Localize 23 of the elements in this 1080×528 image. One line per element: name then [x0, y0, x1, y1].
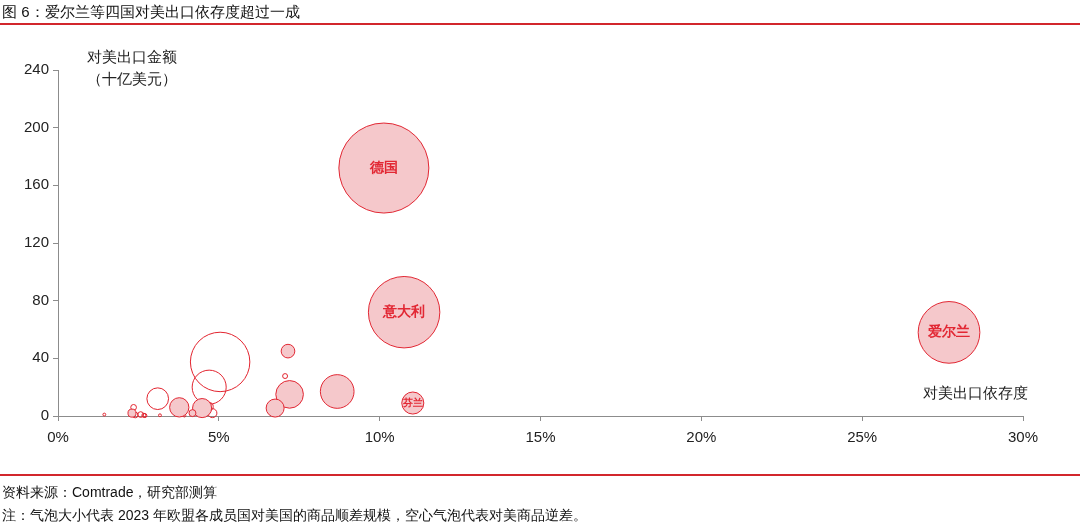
- y-tick-label: 160: [23, 175, 49, 193]
- y-tick-label: 200: [23, 117, 49, 135]
- text: 注：气泡大小代表 2023 年欧盟各成员国对美国的商品顺差规模，空心气泡代表对美商品逆差。: [2, 507, 587, 523]
- text: 资料来源：Comtrade，研究部测算: [2, 484, 218, 500]
- annotation: 德国: [368, 158, 398, 175]
- y-tick-label: 40: [32, 348, 49, 366]
- x-tick-label: 30%: [1007, 428, 1039, 446]
- y-tick-label: 80: [32, 290, 49, 308]
- x-tick-label: 15%: [525, 428, 556, 446]
- y-tick-label: 120: [23, 233, 49, 251]
- y-tick-label: 0: [40, 406, 49, 424]
- x-tick-label: 5%: [207, 428, 230, 446]
- x-tick-label: 25%: [847, 428, 878, 446]
- annotation: 芬兰: [401, 396, 423, 408]
- annotation: 意大利: [382, 303, 426, 320]
- x-tick-label: 20%: [686, 428, 717, 446]
- x-axis-title: 对美出口依存度: [923, 384, 1028, 401]
- y-axis-title: 对美出口金额（十亿美元）: [87, 48, 177, 87]
- x-tick-label: 0%: [47, 428, 69, 446]
- y-tick-label: 240: [23, 60, 49, 78]
- x-tick-label: 10%: [364, 428, 395, 446]
- annotation: 爱尔兰: [927, 323, 971, 340]
- chart-title: 图 6：爱尔兰等四国对美出口依存度超过一成: [2, 3, 300, 20]
